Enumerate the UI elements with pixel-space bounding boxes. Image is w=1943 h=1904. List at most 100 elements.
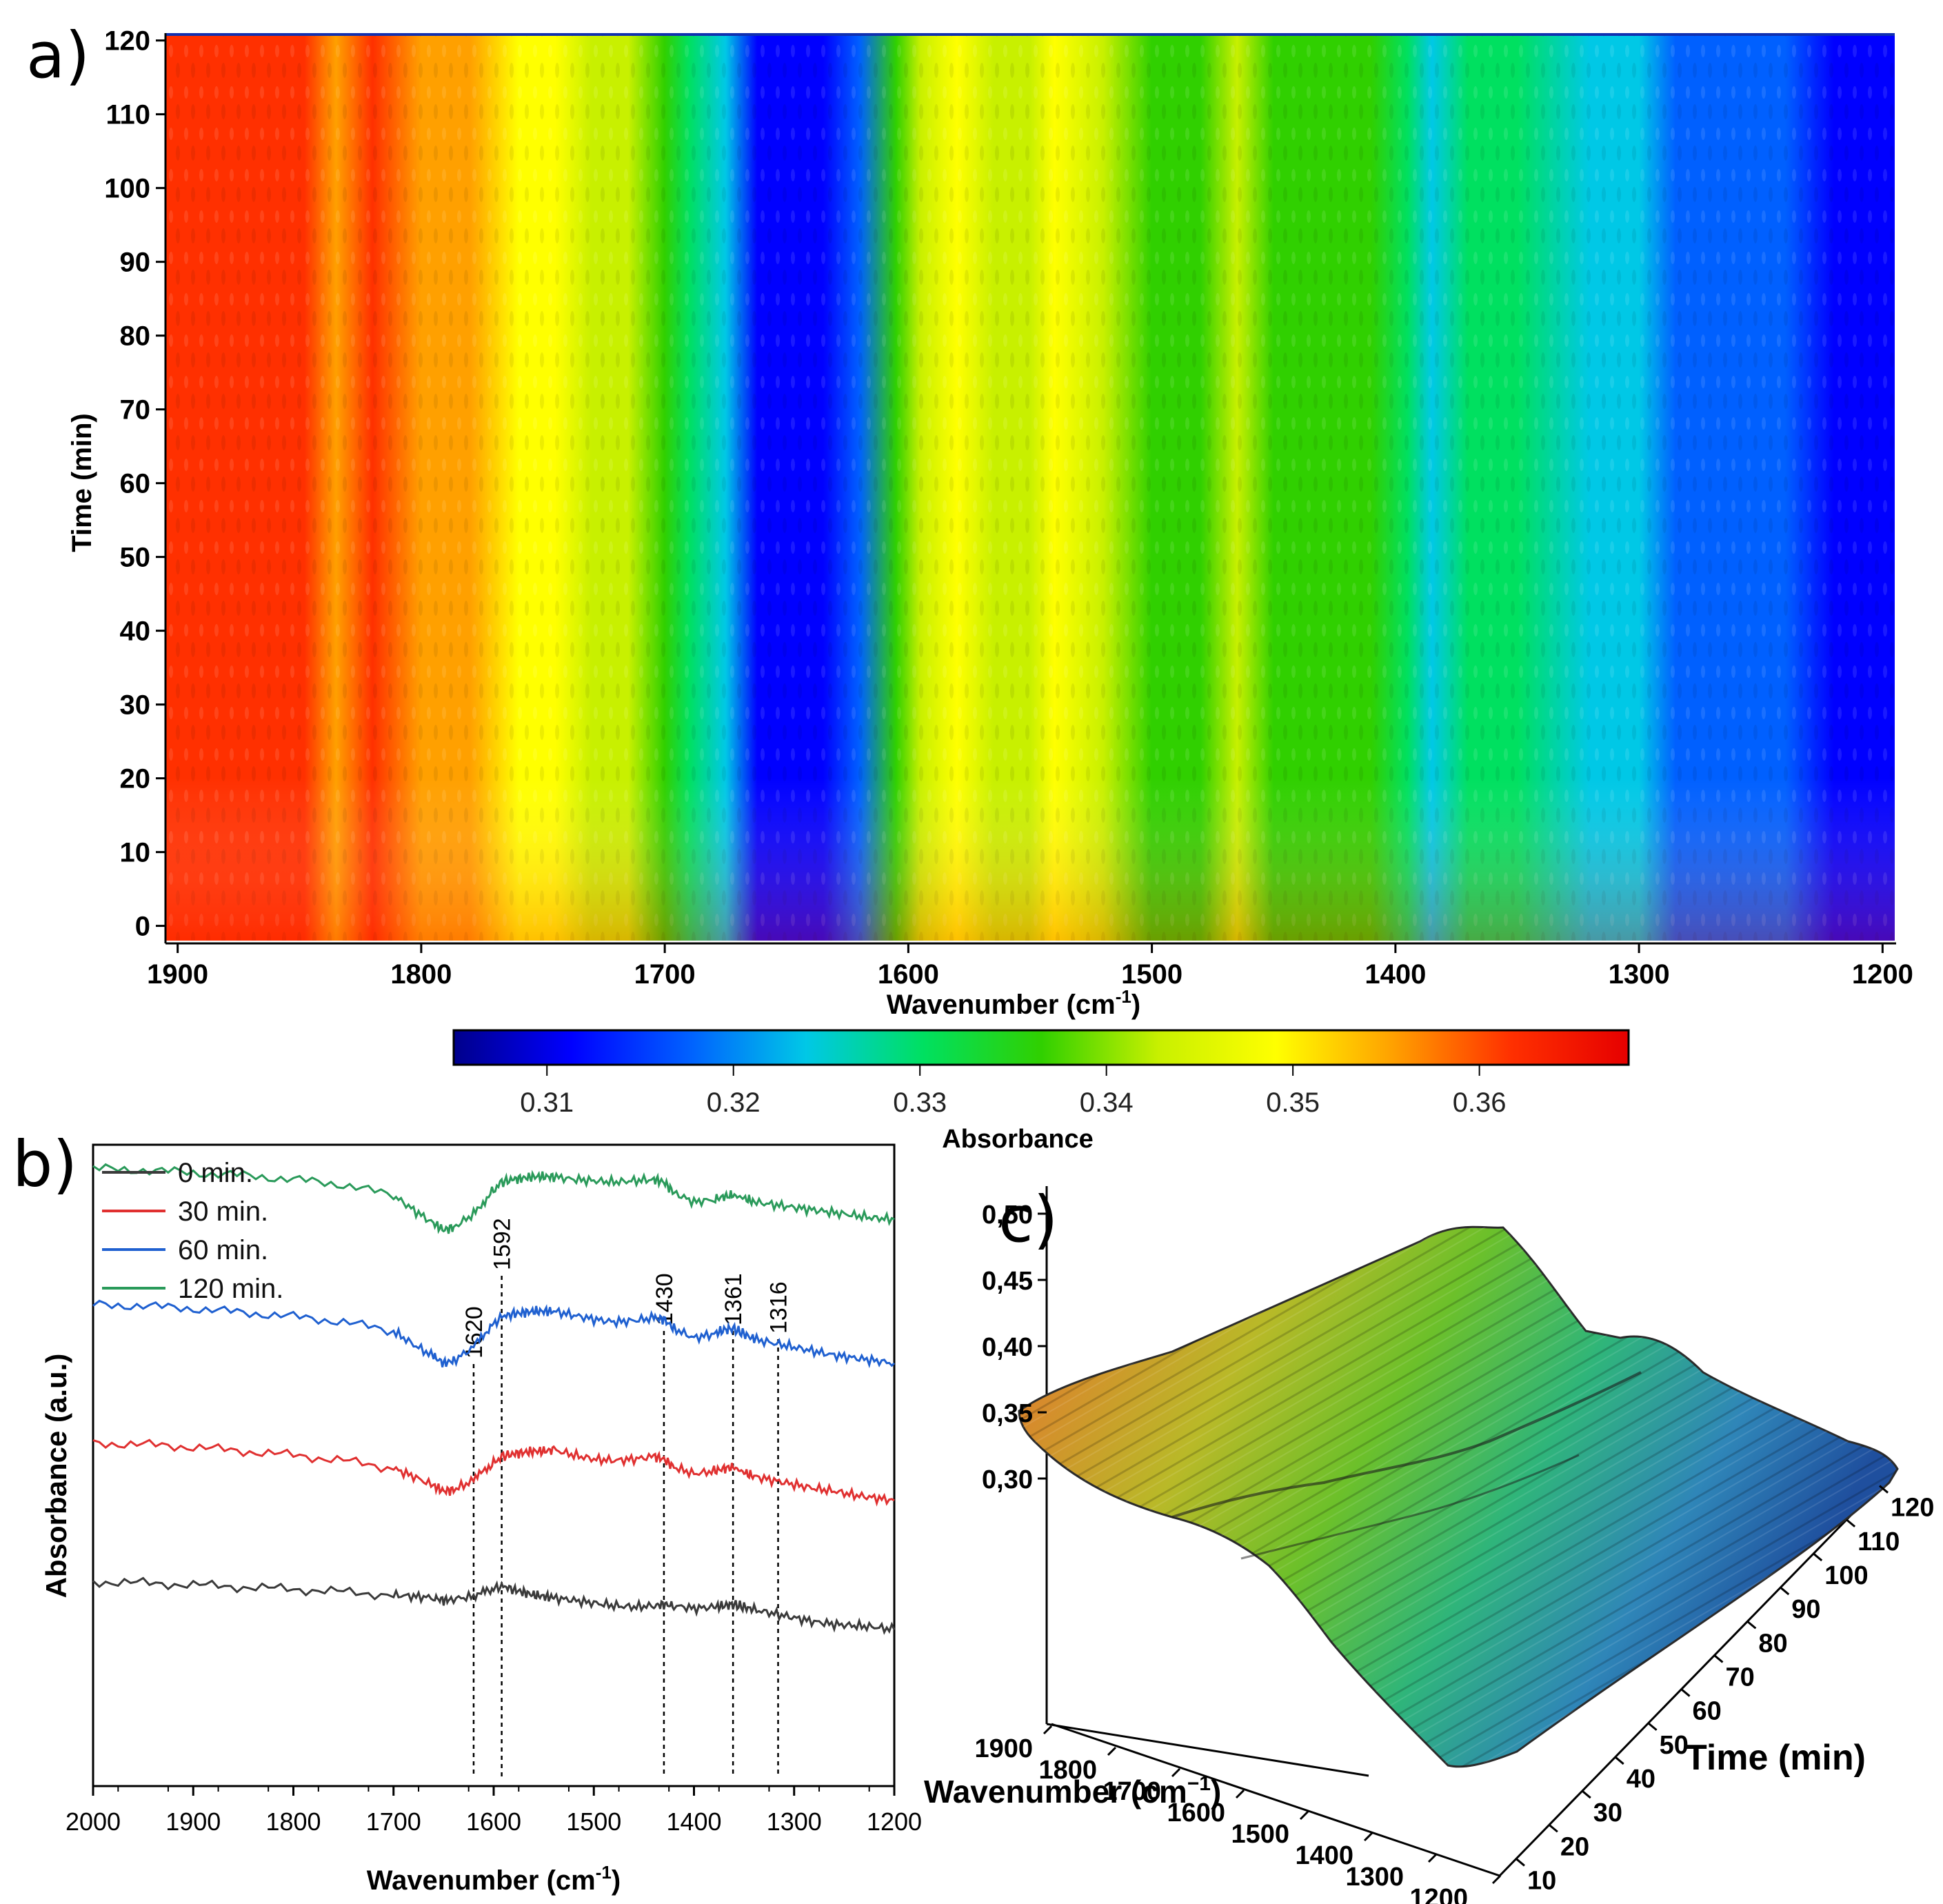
heatmap-x-tick-label: 1500 bbox=[1121, 959, 1182, 990]
surface-time-tick-mark bbox=[1879, 1485, 1889, 1494]
line-chart-x-axis-title: Wavenumber (cm-1) bbox=[367, 1862, 621, 1896]
colorbar-title: Absorbance bbox=[942, 1125, 1094, 1154]
surface-wavenumber-tick-mark bbox=[1491, 1874, 1502, 1885]
surface-mesh bbox=[1018, 1225, 1899, 1768]
heatmap-y-tick-label: 100 bbox=[104, 174, 150, 204]
surface-time-tick-label: 50 bbox=[1660, 1731, 1689, 1760]
line-chart-x-tick-label: 1900 bbox=[165, 1807, 221, 1836]
surface-time-tick-mark bbox=[1813, 1552, 1823, 1562]
heatmap-y-tick-label: 70 bbox=[120, 395, 151, 425]
heatmap-x-tick-label: 1700 bbox=[634, 959, 696, 990]
panel-b-label: b) bbox=[12, 1128, 77, 1201]
surface-z-tick-label: 0,30 bbox=[982, 1465, 1033, 1494]
heatmap-y-axis-title: Time (min) bbox=[67, 413, 97, 552]
surface-time-tick-label: 30 bbox=[1593, 1798, 1622, 1827]
line-chart-x-tick-label: 1600 bbox=[466, 1807, 521, 1836]
line-chart-x-tick-label: 1200 bbox=[867, 1807, 922, 1836]
legend-label: 30 min. bbox=[178, 1196, 268, 1227]
colorbar-tick-label: 0.36 bbox=[1453, 1088, 1507, 1118]
colorbar-tick-label: 0.31 bbox=[520, 1088, 574, 1118]
annotation-label: 1316 bbox=[766, 1281, 792, 1334]
panel-c-label: c) bbox=[998, 1183, 1058, 1256]
heatmap-y-tick-label: 50 bbox=[120, 543, 151, 573]
spectrum-lines bbox=[92, 1163, 896, 1635]
surface-wavenumber-tick-mark bbox=[1171, 1767, 1181, 1778]
line-chart-x-ticks: 2000 1900 1800 1700 1600 1500 1400 1300 1200 bbox=[66, 1786, 922, 1836]
heatmap-y-ticks: 0 10 20 30 40 50 60 70 80 90 100 110 120 bbox=[104, 26, 165, 942]
legend-label: 120 min. bbox=[178, 1274, 283, 1304]
surface-wavenumber-tick-label: 1900 bbox=[974, 1734, 1033, 1763]
surface-wavenumber-tick-label: 1700 bbox=[1103, 1777, 1161, 1806]
legend-label: 0 min. bbox=[178, 1158, 253, 1188]
surface-time-tick-mark bbox=[1846, 1519, 1856, 1527]
surface-time-tick-label: 80 bbox=[1758, 1629, 1787, 1658]
surface-time-tick-label: 10 bbox=[1527, 1866, 1556, 1895]
legend-label: 60 min. bbox=[178, 1235, 268, 1265]
panel-a-heatmap: a) 1900 1800 1700 1600 1500 1400 1300 1200 0 10 2… bbox=[26, 19, 1913, 1154]
heatmap-y-tick-label: 20 bbox=[120, 764, 151, 794]
colorbar-ticks: 0.31 0.32 0.33 0.34 0.35 0.36 bbox=[520, 1065, 1507, 1118]
surface-ridges bbox=[1019, 1227, 1897, 1767]
surface-time-tick-mark bbox=[1515, 1858, 1525, 1867]
surface-wavenumber-tick-label: 1400 bbox=[1295, 1841, 1353, 1870]
heatmap-early-time-overlay bbox=[165, 33, 1895, 941]
surface-wavenumber-tick-mark bbox=[1299, 1810, 1309, 1821]
heatmap-y-tick-label: 120 bbox=[104, 26, 150, 57]
heatmap-y-tick-label: 90 bbox=[120, 248, 151, 278]
surface-time-tick-mark bbox=[1713, 1654, 1724, 1663]
surface-time-tick-label: 60 bbox=[1693, 1697, 1722, 1726]
surface-z-ticks: 0,50 0,45 0,40 0,35 0,30 bbox=[982, 1201, 1047, 1494]
heatmap-y-tick-label: 110 bbox=[105, 100, 150, 130]
colorbar-tick-label: 0.35 bbox=[1266, 1088, 1320, 1118]
line-chart-x-tick-label: 2000 bbox=[66, 1807, 121, 1836]
surface-time-tick-mark bbox=[1746, 1621, 1757, 1630]
surface-time-tick-mark bbox=[1647, 1722, 1658, 1731]
surface-z-tick-label: 0,50 bbox=[982, 1201, 1033, 1230]
surface-z-tick-label: 0,40 bbox=[982, 1333, 1033, 1362]
surface-time-tick-mark bbox=[1581, 1790, 1591, 1799]
line-chart-x-tick-label: 1700 bbox=[366, 1807, 421, 1836]
line-chart-x-tick-label: 1500 bbox=[566, 1807, 621, 1836]
surface-z-tick-label: 0,35 bbox=[982, 1399, 1033, 1428]
surface-wavenumber-tick-mark bbox=[1427, 1853, 1438, 1863]
legend: 0 min. 30 min. 60 min. 120 min. bbox=[102, 1158, 283, 1304]
line-chart-y-axis-title: Absorbance (a.u.) bbox=[40, 1354, 72, 1599]
line-chart-x-tick-label: 1400 bbox=[666, 1807, 721, 1836]
spectrum-line-30-min bbox=[92, 1439, 895, 1507]
surface-wavenumber-tick-mark bbox=[1363, 1832, 1373, 1842]
surface-time-tick-label: 40 bbox=[1627, 1765, 1655, 1794]
surface-wavenumber-tick-mark bbox=[1235, 1789, 1245, 1799]
colorbar-tick-label: 0.34 bbox=[1080, 1088, 1134, 1118]
annotation-label: 1361 bbox=[721, 1273, 747, 1325]
surface-wavenumber-axis-title: Wavenumber (cm−1) bbox=[924, 1772, 1221, 1810]
heatmap-y-tick-label: 30 bbox=[120, 690, 151, 721]
heatmap-x-tick-label: 1300 bbox=[1609, 959, 1670, 990]
panel-a-label: a) bbox=[26, 19, 90, 92]
heatmap-y-tick-label: 0 bbox=[135, 912, 150, 942]
line-chart-x-tick-label: 1800 bbox=[265, 1807, 321, 1836]
surface-z-tick-label: 0,45 bbox=[982, 1267, 1033, 1296]
surface-time-tick-mark bbox=[1614, 1756, 1624, 1765]
heatmap-y-tick-label: 60 bbox=[120, 469, 151, 499]
heatmap-y-tick-label: 80 bbox=[120, 321, 151, 352]
surface-wavenumber-tick-label: 1800 bbox=[1038, 1756, 1097, 1785]
heatmap-top-edge bbox=[165, 33, 1895, 36]
surface-time-tick-label: 20 bbox=[1560, 1832, 1589, 1861]
surface-time-tick-mark bbox=[1680, 1688, 1691, 1697]
surface-wavenumber-tick-label: 1600 bbox=[1167, 1798, 1225, 1827]
surface-wavenumber-axis-line bbox=[1046, 1723, 1369, 1777]
spectrum-line-60-min bbox=[92, 1299, 896, 1369]
heatmap-y-tick-label: 10 bbox=[120, 838, 151, 868]
surface-time-tick-label: 110 bbox=[1858, 1527, 1900, 1556]
surface-wavenumber-tick-label: 1200 bbox=[1409, 1884, 1468, 1904]
heatmap-x-tick-label: 1400 bbox=[1365, 959, 1426, 990]
colorbar-tick-label: 0.32 bbox=[707, 1088, 761, 1118]
spectrum-line-120-min bbox=[92, 1163, 895, 1234]
heatmap-x-ticks: 1900 1800 1700 1600 1500 1400 1300 1200 bbox=[147, 943, 1913, 990]
annotation-label: 1592 bbox=[490, 1218, 516, 1270]
heatmap-x-axis-title: Wavenumber (cm-1) bbox=[887, 986, 1140, 1020]
surface-time-axis-title: Time (min) bbox=[1685, 1738, 1866, 1778]
